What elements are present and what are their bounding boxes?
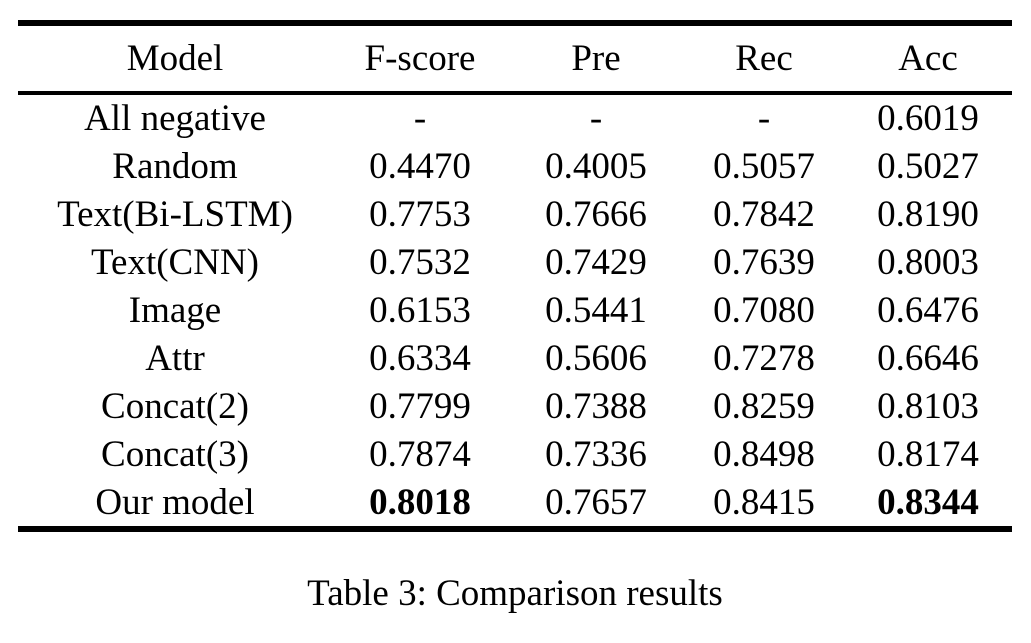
comparison-table-figure: Model F-score Pre Rec Acc All negative - -… (18, 20, 1012, 616)
column-header-rec: Rec (735, 38, 793, 79)
value-cell: 0.7080 (713, 289, 815, 331)
value-cell: 0.7842 (713, 194, 815, 236)
value-cell: 0.7429 (545, 242, 647, 284)
value-cell: 0.8190 (877, 194, 979, 236)
value-cell: 0.6019 (877, 98, 979, 140)
model-cell: Image (128, 289, 222, 331)
table-bottom-rule (18, 526, 1012, 532)
model-cell: Our model (95, 481, 255, 523)
value-cell: 0.7666 (545, 194, 647, 236)
table-caption: Table 3: Comparison results (307, 573, 723, 614)
value-cell: 0.4470 (369, 146, 471, 188)
table-top-rule (18, 20, 1012, 26)
value-cell: - (589, 98, 603, 140)
value-cell: 0.5057 (713, 146, 815, 188)
value-cell: 0.7874 (369, 433, 471, 475)
value-cell: 0.7799 (369, 385, 471, 427)
column-header-pre: Pre (571, 38, 621, 79)
table-row: All negative - - - 0.6019 (18, 95, 1012, 143)
value-cell: 0.7336 (545, 433, 647, 475)
value-cell: 0.5606 (545, 337, 647, 379)
value-cell: - (757, 98, 771, 140)
value-cell: 0.7639 (713, 242, 815, 284)
value-cell: 0.6476 (877, 289, 979, 331)
value-cell: 0.7657 (545, 481, 647, 523)
table-header-row: Model F-score Pre Rec Acc (18, 26, 1012, 91)
table-row: Concat(3) 0.7874 0.7336 0.8498 0.8174 (18, 430, 1012, 478)
value-cell: 0.7753 (369, 194, 471, 236)
table-row: Our model 0.8018 0.7657 0.8415 0.8344 (18, 478, 1012, 526)
model-cell: Concat(3) (101, 433, 249, 475)
model-cell: Text(CNN) (91, 242, 259, 284)
model-cell: Text(Bi-LSTM) (57, 194, 293, 236)
value-cell: 0.8018 (369, 481, 471, 523)
value-cell: 0.7278 (713, 337, 815, 379)
model-cell: Concat(2) (101, 385, 249, 427)
column-header-acc: Acc (898, 38, 958, 79)
value-cell: 0.5027 (877, 146, 979, 188)
value-cell: 0.6646 (877, 337, 979, 379)
value-cell: 0.7532 (369, 242, 471, 284)
value-cell: 0.4005 (545, 146, 647, 188)
table-row: Attr 0.6334 0.5606 0.7278 0.6646 (18, 334, 1012, 382)
value-cell: 0.5441 (545, 289, 647, 331)
value-cell: 0.8259 (713, 385, 815, 427)
table-body: All negative - - - 0.6019 Random 0.4470 0.4005 0… (18, 95, 1012, 526)
value-cell: 0.6334 (369, 337, 471, 379)
model-cell: Attr (145, 337, 205, 379)
value-cell: 0.8174 (877, 433, 979, 475)
model-cell: All negative (84, 98, 266, 140)
table-row: Image 0.6153 0.5441 0.7080 0.6476 (18, 287, 1012, 335)
table-row: Text(Bi-LSTM) 0.7753 0.7666 0.7842 0.8190 (18, 191, 1012, 239)
table-row: Concat(2) 0.7799 0.7388 0.8259 0.8103 (18, 382, 1012, 430)
table-header-rule (18, 91, 1012, 95)
value-cell: 0.6153 (369, 289, 471, 331)
value-cell: 0.8003 (877, 242, 979, 284)
value-cell: 0.8344 (877, 481, 979, 523)
value-cell: 0.8415 (713, 481, 815, 523)
value-cell: 0.8498 (713, 433, 815, 475)
table-row: Random 0.4470 0.4005 0.5057 0.5027 (18, 143, 1012, 191)
value-cell: 0.8103 (877, 385, 979, 427)
value-cell: 0.7388 (545, 385, 647, 427)
column-header-model: Model (126, 38, 224, 79)
table-row: Text(CNN) 0.7532 0.7429 0.7639 0.8003 (18, 239, 1012, 287)
model-cell: Random (112, 146, 238, 188)
column-header-fscore: F-score (364, 38, 476, 79)
value-cell: - (413, 98, 427, 140)
